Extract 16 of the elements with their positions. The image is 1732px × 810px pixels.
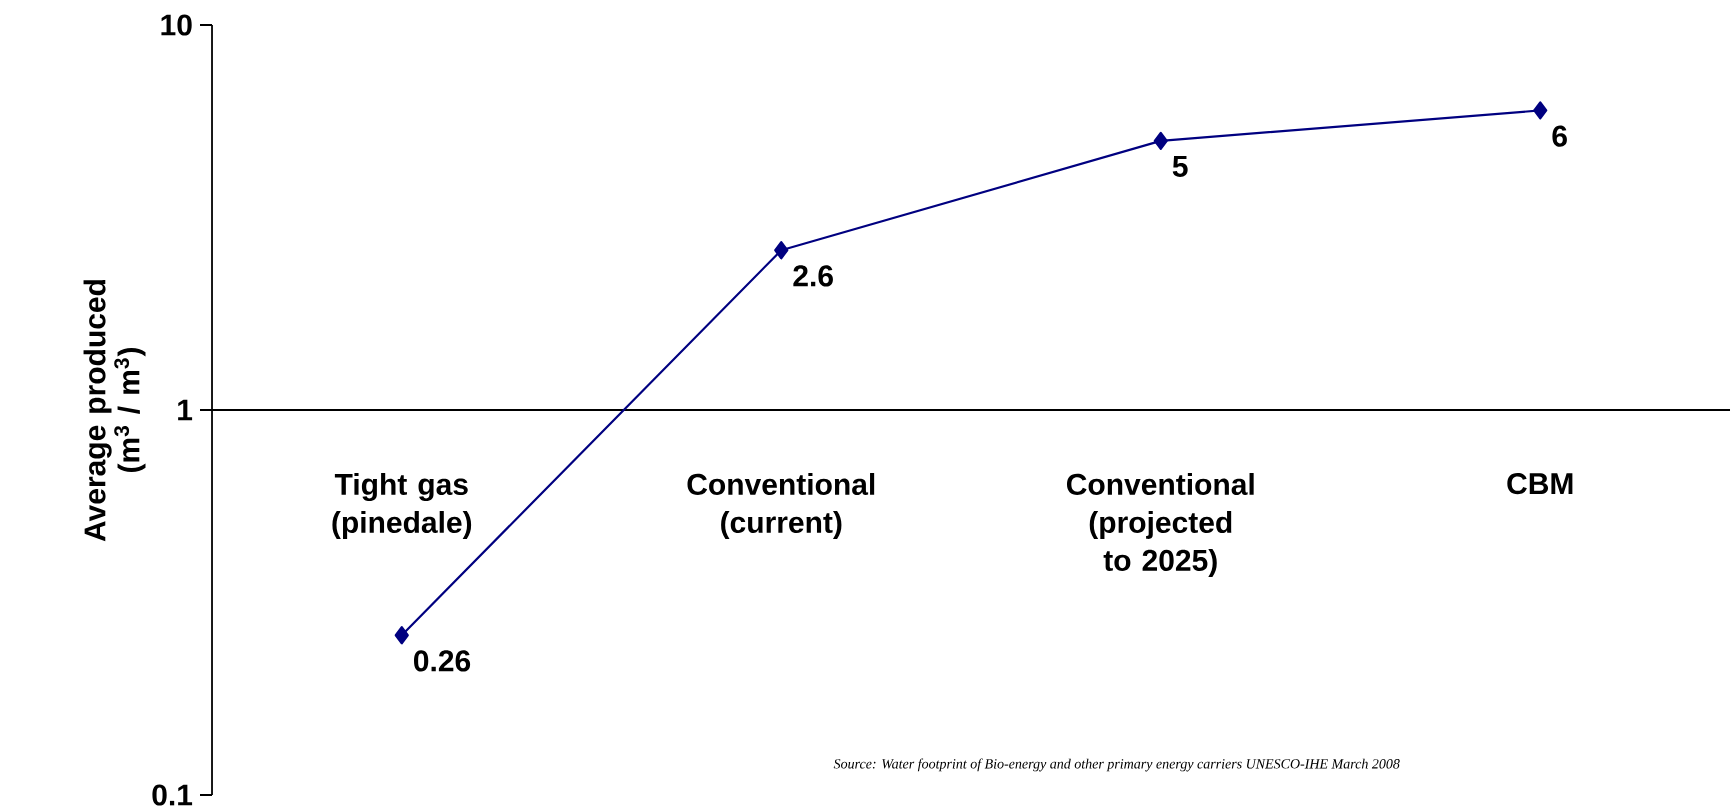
x-tick-label: Tight gas (pinedale)	[332, 473, 472, 539]
data-label: 0.26	[414, 650, 471, 672]
x-tick-label: Conventional (projected to 2025)	[1066, 473, 1254, 577]
y-tick-label: 1	[178, 399, 193, 421]
annotation: Source: Water footprint of Bio-energy and other primary energy carriers UNESCO-IHE March 2008	[833, 758, 1400, 772]
data-label: 6	[1552, 125, 1567, 147]
point	[774, 241, 789, 260]
x-tick-label: Conventional (current)	[687, 473, 875, 539]
point	[394, 626, 409, 645]
point	[1533, 101, 1548, 120]
y-tick-label: 10	[161, 14, 192, 36]
y-tick-label: 0.1	[152, 784, 193, 806]
x-tick-label: CBM	[1507, 473, 1573, 495]
point	[1153, 131, 1168, 151]
data-label: 5	[1172, 155, 1188, 177]
data-label: 2.6	[793, 265, 833, 287]
